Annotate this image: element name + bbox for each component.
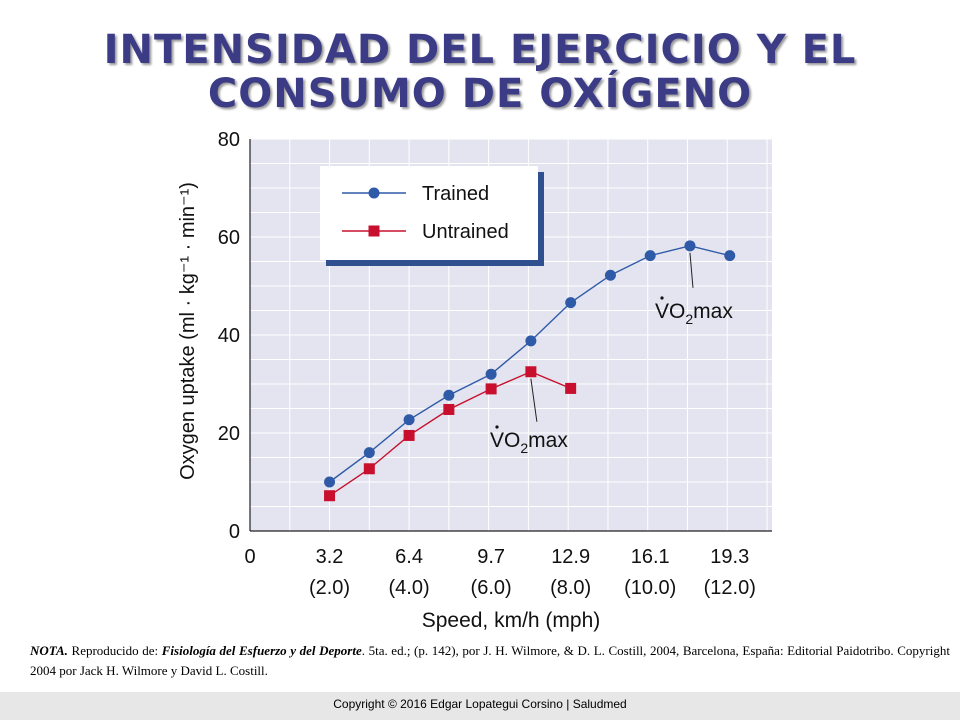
vo2-dot-accent xyxy=(660,296,664,300)
data-point-trained xyxy=(403,414,415,426)
annotation-leader-line xyxy=(530,378,538,422)
legend-label-untrained: Untrained xyxy=(422,221,509,243)
note-text-2: . 5ta. ed.; (p. 142), por J. H. Wilmore,… xyxy=(30,643,950,678)
x-tick-label: 0 xyxy=(244,546,255,568)
source-note: NOTA. Reproducido de: Fisiología del Esf… xyxy=(30,641,950,681)
x-tick-sublabel: (6.0) xyxy=(471,577,512,599)
oxygen-uptake-chart: 0 20 40 60 80 0 3.2 (2.0) 6.4 (4.0) 9.7 (6.0) 12.9 (8… xyxy=(177,129,772,632)
x-tick-sublabel: (2.0) xyxy=(309,577,350,599)
data-point-trained xyxy=(324,476,336,488)
y-tick-label: 40 xyxy=(218,325,240,347)
data-point-trained xyxy=(363,447,375,459)
data-point-untrained xyxy=(403,429,415,441)
y-tick-label: 20 xyxy=(218,423,240,445)
data-point-trained xyxy=(604,269,616,281)
legend-marker-untrained xyxy=(368,225,380,237)
slide-title: INTENSIDAD DEL EJERCICIO Y EL CONSUMO DE… xyxy=(0,28,960,116)
x-tick-label: 3.2 xyxy=(316,546,344,568)
y-tick-label: 0 xyxy=(229,521,240,543)
data-point-untrained xyxy=(485,383,497,395)
note-text-1: Reproducido de: xyxy=(67,643,162,658)
x-tick-label: 6.4 xyxy=(395,546,423,568)
x-tick-label: 12.9 xyxy=(551,546,590,568)
x-tick-sublabel: (4.0) xyxy=(389,577,430,599)
data-point-untrained xyxy=(565,382,577,394)
x-axis-label: Speed, km/h (mph) xyxy=(422,609,601,632)
legend-marker-trained xyxy=(368,187,380,199)
x-tick-label: 9.7 xyxy=(477,546,505,568)
legend-box xyxy=(320,166,538,260)
data-point-untrained xyxy=(525,366,537,378)
title-line-1: INTENSIDAD DEL EJERCICIO Y EL xyxy=(103,27,857,73)
data-point-trained xyxy=(485,368,497,380)
note-label: NOTA. xyxy=(30,643,68,658)
x-tick-sublabel: (10.0) xyxy=(624,577,676,599)
data-point-trained xyxy=(644,250,656,262)
vo2max-annotation: VO2max xyxy=(655,300,733,327)
data-point-trained xyxy=(525,335,537,347)
x-tick-sublabel: (8.0) xyxy=(550,577,591,599)
legend-label-trained: Trained xyxy=(422,183,489,205)
y-tick-label: 80 xyxy=(218,129,240,151)
annotation-leader-line xyxy=(689,252,694,288)
vo2-dot-accent xyxy=(495,425,499,429)
x-tick-label: 19.3 xyxy=(710,546,749,568)
note-book-title: Fisiología del Esfuerzo y del Deporte xyxy=(161,643,362,658)
y-tick-label: 60 xyxy=(218,227,240,249)
y-axis-label: Oxygen uptake (ml · kg⁻¹ · min⁻¹) xyxy=(177,182,199,480)
x-tick-label: 16.1 xyxy=(631,546,670,568)
copyright-footer: Copyright © 2016 Edgar Lopategui Corsino… xyxy=(0,692,960,720)
data-point-untrained xyxy=(324,490,336,502)
data-point-trained xyxy=(565,297,577,309)
data-point-untrained xyxy=(443,403,455,415)
title-line-2: CONSUMO DE OXÍGENO xyxy=(207,71,753,117)
vo2max-annotation: VO2max xyxy=(490,429,568,456)
data-point-untrained xyxy=(363,463,375,475)
data-point-trained xyxy=(443,389,455,401)
data-point-trained xyxy=(724,250,736,262)
data-point-trained xyxy=(684,240,696,252)
x-tick-sublabel: (12.0) xyxy=(704,577,756,599)
